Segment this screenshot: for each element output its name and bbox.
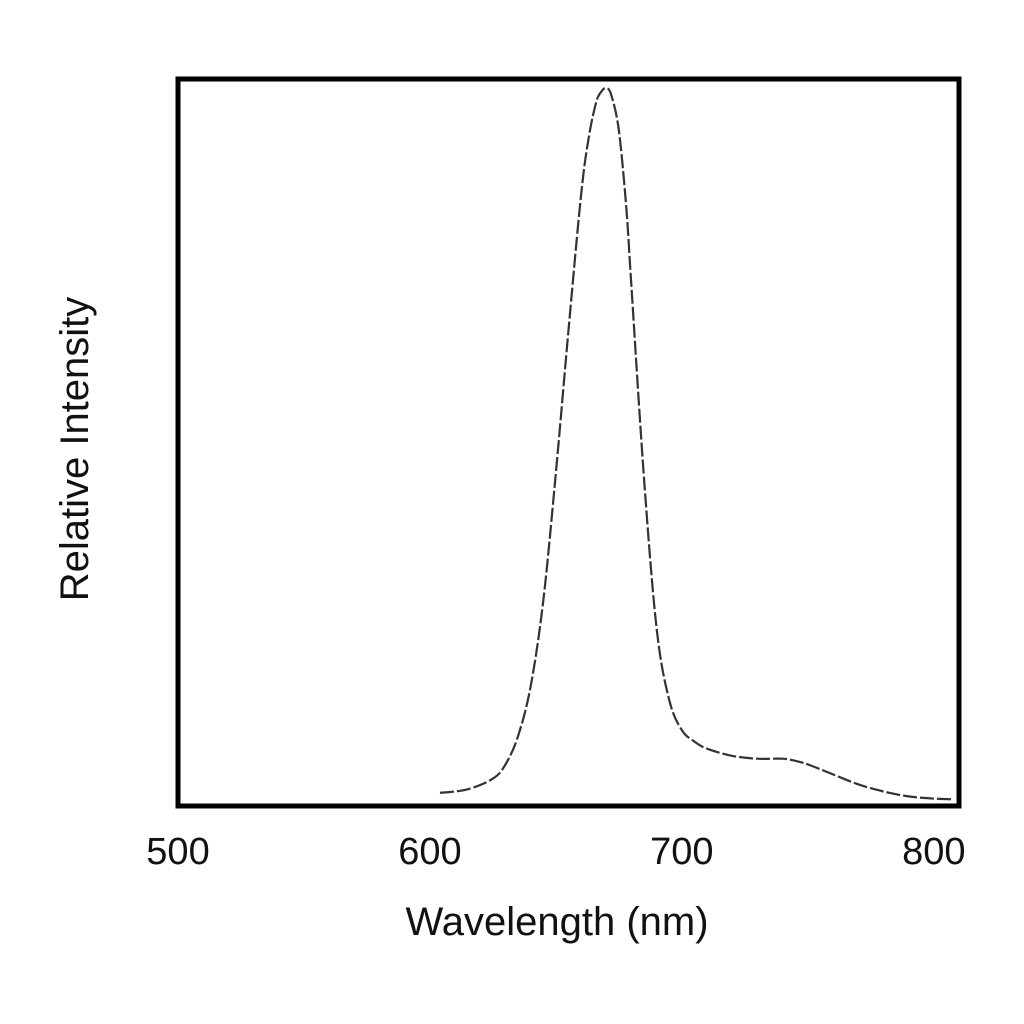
- spectrum-line: [439, 86, 955, 801]
- plot-frame: [175, 76, 962, 809]
- x-axis-title: Wavelength (nm): [405, 900, 708, 944]
- x-tick-label-800: 800: [902, 831, 965, 873]
- x-tick-label-600: 600: [398, 831, 461, 873]
- x-tick-label-500: 500: [146, 831, 209, 873]
- y-axis-title: Relative Intensity: [53, 297, 97, 602]
- x-tick-label-700: 700: [650, 831, 713, 873]
- x-tick-labels: 500 600 700 800: [146, 831, 965, 873]
